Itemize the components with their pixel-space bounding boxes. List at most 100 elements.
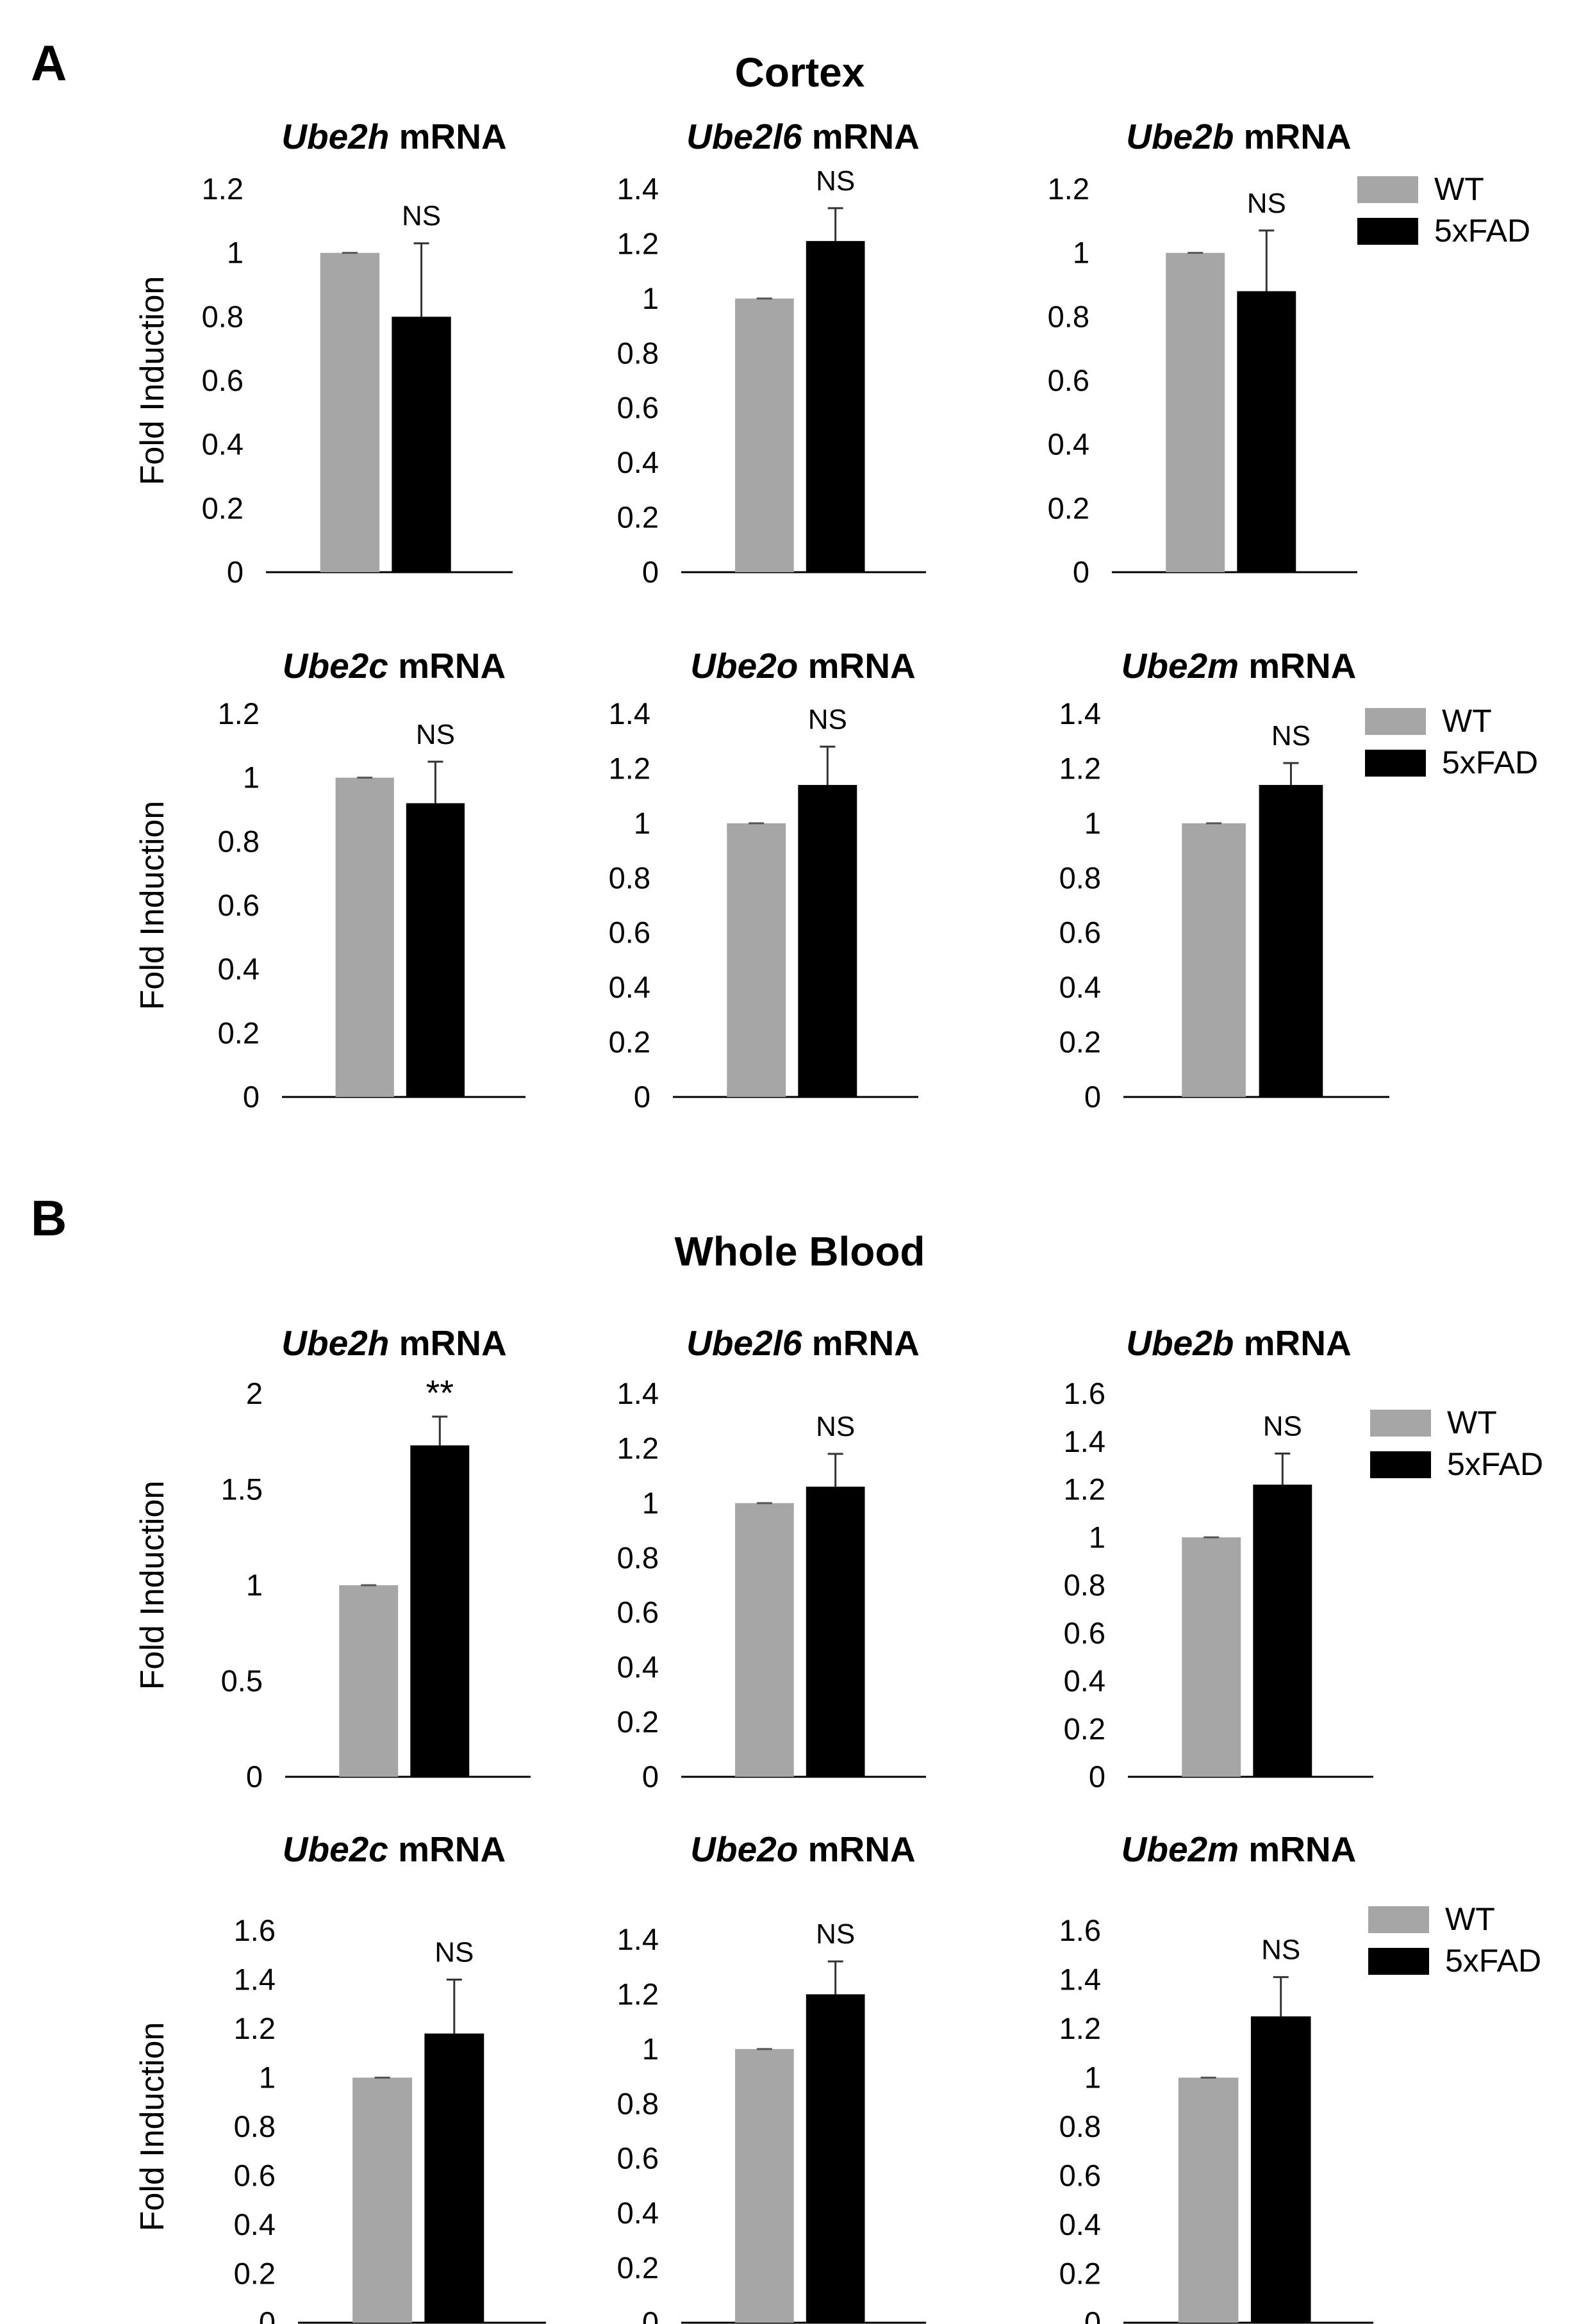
bar-5xfad [392,317,451,572]
section-title-whole-blood: Whole Blood [674,1228,925,1274]
y-tick-label: 0.8 [1064,1568,1105,1602]
legend: WT 5xFAD [1370,1405,1543,1482]
significance-label: NS [1247,188,1286,219]
chart-title-gene: Ube2h [281,1323,389,1363]
bar-wt [735,2048,794,2323]
y-tick-label: 0.2 [202,491,244,525]
y-tick-label: 1 [642,2032,659,2066]
legend-swatch-5xfad [1365,750,1426,777]
y-tick-label: 0 [1084,2305,1101,2324]
y-tick-label: 0.2 [617,500,659,534]
significance-label: ** [426,1372,454,1413]
legend: WT 5xFAD [1357,171,1530,249]
chart-title-gene: Ube2c [283,646,388,686]
legend-swatch-5xfad [1368,1948,1429,1975]
bar-5xfad [1253,1485,1312,1777]
y-tick-label: 0.2 [617,2251,659,2285]
y-tick-label: 1.2 [617,226,659,260]
y-tick-label: 0.8 [617,2086,659,2120]
significance-label: NS [416,719,455,750]
chart-title: Ube2b mRNA [1126,117,1351,156]
y-tick-label: 1.2 [218,696,260,730]
chart-title-suffix: mRNA [798,646,915,686]
legend: WT 5xFAD [1368,1901,1541,1979]
y-tick-label: 2 [246,1376,263,1410]
chart-title: Ube2c mRNA [283,646,506,686]
chart-title-suffix: mRNA [389,1323,506,1363]
chart-title-gene: Ube2b [1126,1323,1234,1363]
bar-wt [320,252,380,572]
chart-B-ube2o: Ube2o mRNA 0 0.2 0.4 0.6 0.8 1 1.2 1.4 NS [617,1829,926,2324]
legend-label-5xfad: 5xFAD [1434,213,1530,249]
significance-label: NS [816,1918,855,1950]
chart-title: Ube2o mRNA [690,646,915,686]
y-tick-label: 1 [634,806,650,840]
bar-5xfad [1259,785,1323,1097]
y-axis-label: Fold Induction [134,2022,171,2232]
y-tick-label: 1 [1084,2061,1101,2095]
y-tick-label: 0.6 [202,363,244,397]
y-tick-label: 0 [642,555,659,589]
chart-title-gene: Ube2o [690,646,798,686]
y-tick-label: 0.6 [1064,1616,1105,1650]
chart-title-suffix: mRNA [802,117,920,156]
y-tick-label: 0.4 [1048,427,1089,461]
y-tick-label: 1.4 [1059,696,1101,730]
bar-wt [1182,1537,1241,1777]
chart-A-ube2m: Ube2m mRNA 0 0.2 0.4 0.6 0.8 1 1.2 1.4 NS WT 5xFAD [1059,646,1538,1114]
y-tick-label: 0.6 [617,1595,659,1629]
chart-title: Ube2b mRNA [1126,1323,1351,1363]
y-tick-label: 1.2 [202,172,244,206]
legend-swatch-5xfad [1357,218,1418,245]
y-tick-label: 0.2 [234,2257,276,2291]
bar-5xfad [806,241,865,573]
y-tick-label: 1.4 [609,696,650,730]
legend-label-wt: WT [1445,1901,1495,1937]
chart-B-ube2c: Ube2c mRNA 0 0.2 0.4 0.6 0.8 1 1.2 1.4 1.6 Fold In… [134,1829,546,2324]
y-tick-label: 0.4 [202,427,244,461]
y-tick-label: 0.2 [617,1705,659,1739]
bar-wt [1178,2077,1239,2323]
y-tick-label: 0 [642,1759,659,1793]
chart-B-ube2l6: Ube2l6 mRNA 0 0.2 0.4 0.6 0.8 1 1.2 1.4 NS [617,1323,926,1793]
significance-label: NS [1271,720,1311,752]
y-tick-label: 1.4 [617,1922,659,1956]
y-tick-label: 0.2 [1064,1711,1105,1745]
y-tick-label: 1.2 [617,1977,659,2011]
significance-label: NS [1261,1934,1300,1966]
chart-title-gene: Ube2b [1126,117,1234,156]
y-axis-label: Fold Induction [134,276,171,486]
chart-title-gene: Ube2m [1121,646,1239,686]
y-tick-label: 0.2 [1059,1025,1101,1059]
y-tick-label: 0.6 [234,2159,276,2193]
legend-label-wt: WT [1447,1405,1497,1440]
y-tick-label: 0.4 [218,952,260,986]
chart-B-ube2h: Ube2h mRNA 0 0.5 1 1.5 2 Fold Induction ** [134,1323,531,1793]
chart-B-ube2b: Ube2b mRNA 0 0.2 0.4 0.6 0.8 1 1.2 1.4 1.6 NS WT 5xF… [1064,1323,1543,1793]
chart-title-suffix: mRNA [388,1829,506,1869]
y-tick-label: 0.4 [1059,2207,1101,2241]
chart-title-suffix: mRNA [798,1829,915,1869]
chart-title-suffix: mRNA [1234,117,1351,156]
y-tick-label: 0 [642,2305,659,2324]
bar-5xfad [424,2033,484,2323]
y-tick-label: 0.8 [1048,299,1089,333]
y-tick-label: 0.8 [1059,861,1101,894]
y-tick-label: 0 [243,1080,260,1114]
bar-wt [1182,823,1246,1097]
y-tick-label: 1.2 [1059,2011,1101,2045]
chart-title: Ube2m mRNA [1121,646,1357,686]
legend-label-5xfad: 5xFAD [1447,1446,1543,1482]
y-tick-label: 0.8 [617,1540,659,1574]
y-tick-label: 0.6 [609,916,650,950]
y-tick-label: 0.4 [1059,970,1101,1004]
bar-wt [735,298,794,572]
y-tick-label: 0.8 [609,861,650,894]
y-tick-label: 0.8 [218,824,260,858]
y-tick-label: 0.4 [617,1650,659,1684]
chart-title-gene: Ube2c [283,1829,388,1869]
legend-swatch-wt [1357,176,1418,203]
panel-letter-a: A [31,35,67,91]
significance-label: NS [808,704,847,735]
